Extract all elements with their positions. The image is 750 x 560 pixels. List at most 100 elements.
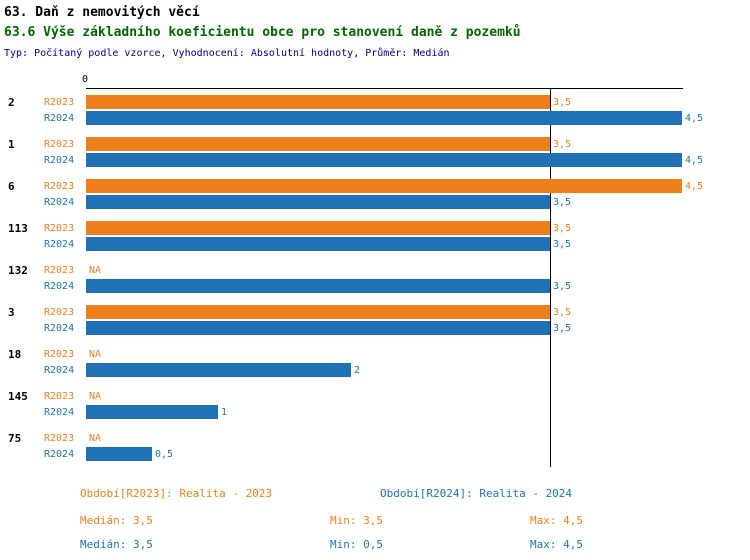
value-label: 3,5 (553, 222, 572, 234)
chart-bar-row: 3 R2023 3,5 (0, 304, 750, 320)
chart-group: 6 R2023 4,5 R2024 3,5 (0, 178, 750, 210)
bar (86, 321, 550, 335)
chart-bar-row: R2024 3,5 (0, 278, 750, 294)
bar-track: 3,5 (86, 195, 750, 209)
stat-r2024-min: Min: 0,5 (330, 538, 383, 551)
bar (86, 111, 682, 125)
bar-track: 3,5 (86, 95, 750, 109)
series-label: R2024 (44, 112, 75, 124)
chart-bar-row: R2024 3,5 (0, 194, 750, 210)
chart-group: 3 R2023 3,5 R2024 3,5 (0, 304, 750, 336)
median-reference-line (549, 88, 551, 467)
chart-bar-row: R2024 3,5 (0, 236, 750, 252)
value-label: 4,5 (685, 154, 704, 166)
page-title: 63. Daň z nemovitých věcí (4, 5, 200, 20)
series-label: R2024 (44, 280, 75, 292)
chart-meta-line: Typ: Počítaný podle vzorce, Vyhodnocení:… (4, 48, 450, 59)
series-label: R2024 (44, 238, 75, 250)
bar-track: 3,5 (86, 279, 750, 293)
bar (86, 363, 351, 377)
chart-group: 113 R2023 3,5 R2024 3,5 (0, 220, 750, 252)
bar-track: 3,5 (86, 305, 750, 319)
series-label: R2023 (44, 96, 75, 108)
bar (86, 153, 682, 167)
category-label: 18 (8, 347, 22, 361)
bar-track: 4,5 (86, 179, 750, 193)
series-label: R2023 (44, 390, 75, 402)
bar (86, 405, 218, 419)
bar-track: NA (86, 263, 750, 277)
legend-item-r2024: Období[R2024]: Realita - 2024 (380, 487, 573, 500)
chart-subtitle: 63.6 Výše základního koeficientu obce pr… (4, 25, 521, 40)
value-label: NA (89, 348, 102, 360)
series-label: R2024 (44, 364, 75, 376)
value-label: 3,5 (553, 322, 572, 334)
horizontal-bar-chart: 0 2 R2023 3,5 R2024 4,5 1 R2023 3,5 R2024 4,5 6 R20… (0, 74, 750, 468)
bar (86, 221, 550, 235)
chart-bar-row: R2024 1 (0, 404, 750, 420)
chart-bar-row: R2024 4,5 (0, 110, 750, 126)
bar (86, 137, 550, 151)
chart-bar-row: 6 R2023 4,5 (0, 178, 750, 194)
value-label: NA (89, 390, 102, 402)
bar-track: 2 (86, 363, 750, 377)
value-label: 3,5 (553, 96, 572, 108)
bar-track: 0,5 (86, 447, 750, 461)
value-label: 2 (354, 364, 361, 376)
category-label: 75 (8, 431, 22, 445)
bar-track: 3,5 (86, 137, 750, 151)
chart-bar-row: 145 R2023 NA (0, 388, 750, 404)
value-label: 1 (221, 406, 228, 418)
value-label: 4,5 (685, 112, 704, 124)
stat-r2023-median: Medián: 3,5 (80, 514, 153, 527)
series-label: R2024 (44, 448, 75, 460)
bar-track: NA (86, 389, 750, 403)
stat-r2023-min: Min: 3,5 (330, 514, 383, 527)
series-label: R2023 (44, 306, 75, 318)
stat-r2024-median: Medián: 3,5 (80, 538, 153, 551)
bar (86, 305, 550, 319)
chart-group: 75 R2023 NA R2024 0,5 (0, 430, 750, 462)
category-label: 1 (8, 137, 15, 151)
series-label: R2024 (44, 406, 75, 418)
chart-group: 2 R2023 3,5 R2024 4,5 (0, 94, 750, 126)
bar (86, 179, 682, 193)
bar (86, 279, 550, 293)
category-label: 3 (8, 305, 15, 319)
chart-bar-row: 2 R2023 3,5 (0, 94, 750, 110)
category-label: 6 (8, 179, 15, 193)
chart-bar-row: R2024 2 (0, 362, 750, 378)
bar-track: NA (86, 431, 750, 445)
value-label: 3,5 (553, 306, 572, 318)
bar-track: 3,5 (86, 221, 750, 235)
chart-bar-row: 113 R2023 3,5 (0, 220, 750, 236)
value-label: 4,5 (685, 180, 704, 192)
value-label: NA (89, 432, 102, 444)
value-label: NA (89, 264, 102, 276)
stat-r2023-max: Max: 4,5 (530, 514, 583, 527)
stat-r2024-max: Max: 4,5 (530, 538, 583, 551)
series-label: R2023 (44, 138, 75, 150)
bar (86, 195, 550, 209)
bar-track: 3,5 (86, 321, 750, 335)
series-label: R2023 (44, 348, 75, 360)
series-label: R2024 (44, 322, 75, 334)
series-label: R2023 (44, 222, 75, 234)
chart-bar-row: R2024 4,5 (0, 152, 750, 168)
bar (86, 447, 152, 461)
value-label: 3,5 (553, 138, 572, 150)
chart-group: 145 R2023 NA R2024 1 (0, 388, 750, 420)
chart-bar-row: 18 R2023 NA (0, 346, 750, 362)
bar-track: NA (86, 347, 750, 361)
chart-group: 18 R2023 NA R2024 2 (0, 346, 750, 378)
value-label: 3,5 (553, 280, 572, 292)
series-label: R2024 (44, 196, 75, 208)
category-label: 2 (8, 95, 15, 109)
bar-track: 4,5 (86, 153, 750, 167)
legend-item-r2023: Období[R2023]: Realita - 2023 (80, 487, 273, 500)
report-header: 63. Daň z nemovitých věcí 63.6 Výše zákl… (4, 4, 744, 59)
chart-groups: 2 R2023 3,5 R2024 4,5 1 R2023 3,5 R2024 4,5 6 R2023… (0, 94, 750, 472)
bar-track: 3,5 (86, 237, 750, 251)
axis-top-line (86, 88, 683, 89)
category-label: 132 (8, 263, 28, 277)
